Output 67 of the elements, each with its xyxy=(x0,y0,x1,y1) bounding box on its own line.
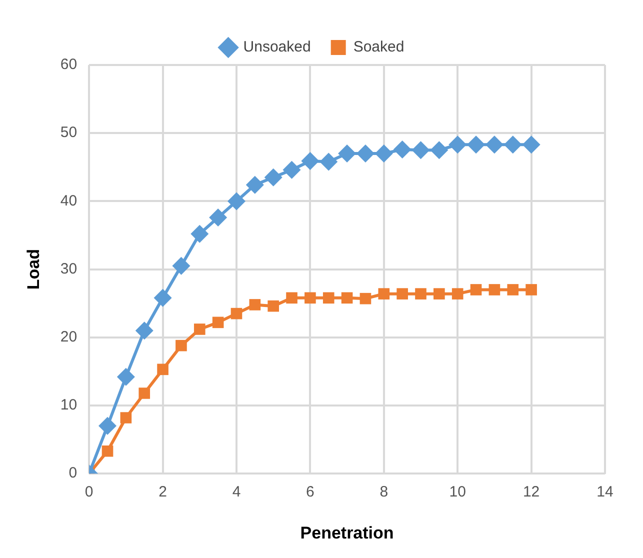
y-tick-label: 0 xyxy=(68,464,78,482)
y-tick-label: 10 xyxy=(60,396,78,414)
point xyxy=(209,208,228,227)
point xyxy=(452,288,464,300)
y-tick-label: 50 xyxy=(60,124,78,142)
point xyxy=(378,288,390,300)
point xyxy=(393,140,412,158)
point xyxy=(264,168,282,186)
point xyxy=(190,224,209,243)
point xyxy=(374,144,393,163)
point xyxy=(338,144,356,163)
x-tick-label: 6 xyxy=(306,484,314,501)
x-tick-label: 0 xyxy=(84,484,94,501)
y-axis-title: Load xyxy=(24,248,43,290)
point xyxy=(430,141,448,160)
point xyxy=(341,292,353,304)
point xyxy=(154,288,172,307)
point xyxy=(304,292,316,304)
y-tick-label: 20 xyxy=(60,328,78,346)
point xyxy=(356,144,374,163)
point xyxy=(98,416,117,435)
point xyxy=(470,284,482,296)
point xyxy=(488,284,500,296)
point xyxy=(467,136,486,154)
point xyxy=(522,136,540,154)
point xyxy=(504,136,522,154)
y-tick-label: 60 xyxy=(60,56,78,74)
point xyxy=(301,152,320,170)
point xyxy=(322,292,334,304)
point xyxy=(116,368,135,386)
point xyxy=(157,364,168,376)
point xyxy=(320,152,338,171)
point xyxy=(194,324,206,335)
x-axis-title: Penetration xyxy=(300,523,394,542)
y-tick-label: 30 xyxy=(60,260,78,278)
y-tick-label: 40 xyxy=(60,192,78,210)
point xyxy=(526,284,537,296)
legend-label: Soaked xyxy=(353,38,404,56)
point xyxy=(434,288,445,300)
point xyxy=(507,284,519,296)
point xyxy=(412,141,430,160)
point xyxy=(227,192,246,210)
legend-label: Unsoaked xyxy=(243,38,311,56)
point xyxy=(360,292,372,304)
point xyxy=(448,136,467,154)
point xyxy=(246,176,264,194)
point xyxy=(268,300,279,312)
point xyxy=(120,412,132,424)
x-tick-label: 8 xyxy=(380,484,388,501)
x-tick-label: 12 xyxy=(522,484,540,501)
x-tick-label: 10 xyxy=(449,484,466,501)
x-tick-label: 14 xyxy=(596,484,614,501)
point xyxy=(485,136,504,154)
point xyxy=(230,308,242,320)
x-tick-label: 4 xyxy=(232,484,241,501)
point xyxy=(249,299,261,310)
point xyxy=(172,256,190,275)
point xyxy=(396,288,408,300)
point xyxy=(286,292,298,304)
point xyxy=(176,340,187,352)
point xyxy=(212,316,224,328)
point xyxy=(135,322,154,340)
point xyxy=(138,388,150,399)
point xyxy=(415,288,426,300)
x-tick-label: 2 xyxy=(158,484,167,501)
point xyxy=(282,160,301,179)
point xyxy=(102,445,114,457)
